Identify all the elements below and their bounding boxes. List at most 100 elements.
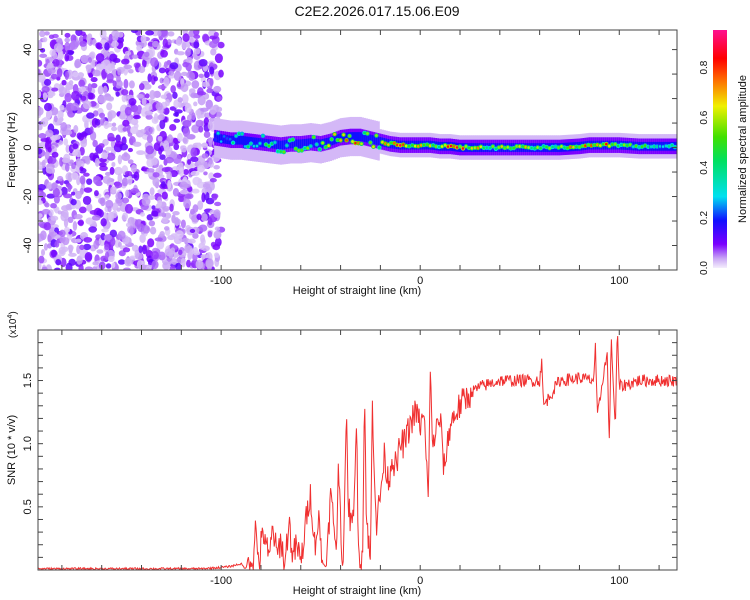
noise-blob: [38, 261, 42, 270]
ridge-core: [373, 135, 376, 145]
noise-blob: [123, 78, 129, 89]
ridge-peak: [255, 144, 259, 148]
noise-blob: [131, 104, 139, 113]
snr-xlabel: Height of straight line (km): [293, 585, 421, 597]
noise-blob: [180, 257, 186, 268]
noise-blob: [77, 220, 84, 226]
noise-blob: [124, 170, 133, 177]
noise-blob: [107, 255, 115, 263]
noise-blob: [68, 80, 74, 86]
noise-blob: [125, 189, 130, 198]
noise-blob: [191, 112, 196, 121]
chart-title: C2E2.2026.017.15.06.E09: [294, 3, 459, 19]
noise-blob: [80, 54, 89, 64]
ridge-peak: [557, 146, 560, 149]
noise-blob: [88, 226, 98, 233]
ridge-core: [244, 136, 247, 146]
ridge-core: [305, 138, 309, 148]
noise-blob: [204, 71, 210, 79]
ridge-core: [361, 132, 364, 142]
noise-blob: [195, 259, 204, 270]
x-tick-label: -100: [210, 275, 232, 287]
ridge-peak: [664, 144, 668, 148]
ridge-peak: [276, 150, 280, 153]
noise-blob: [213, 85, 222, 93]
noise-blob: [167, 179, 172, 190]
noise-blob: [74, 60, 81, 69]
noise-blob: [138, 245, 143, 254]
noise-blob: [124, 203, 134, 214]
ridge-core: [343, 132, 346, 142]
noise-blob: [188, 71, 196, 81]
noise-blob: [51, 52, 58, 60]
ridge-peak: [461, 147, 465, 150]
ridge-core: [325, 138, 329, 147]
noise-blob: [71, 162, 76, 170]
ridge-core: [301, 139, 305, 149]
noise-blob: [71, 191, 76, 196]
noise-blob: [151, 210, 159, 217]
noise-blob: [50, 202, 57, 209]
noise-blob: [47, 67, 56, 75]
noise-blob: [132, 114, 141, 120]
ridge-core: [353, 132, 356, 141]
noise-blob: [46, 193, 56, 199]
ridge-peak: [500, 145, 504, 148]
noise-blob: [38, 40, 42, 50]
y-tick-label: 20: [22, 92, 34, 104]
ridge-core: [363, 133, 366, 142]
ridge-peak: [616, 144, 620, 148]
ridge-peak: [542, 145, 545, 148]
noise-blob: [141, 197, 151, 206]
x-tick-label: -100: [210, 575, 232, 587]
noise-blob: [57, 110, 64, 120]
noise-blob: [127, 159, 134, 165]
ridge-core: [279, 140, 283, 150]
ridge-peak: [413, 144, 417, 148]
noise-blob: [83, 90, 89, 96]
ridge-peak: [605, 142, 608, 146]
ridge-core: [216, 133, 219, 143]
noise-blob: [176, 51, 185, 56]
noise-blob: [130, 118, 139, 126]
ridge-peak: [587, 143, 590, 147]
ridge-peak: [375, 134, 378, 137]
ridge-peak: [378, 146, 381, 149]
ridge-peak: [560, 145, 563, 148]
noise-blob: [117, 31, 124, 38]
noise-blob: [198, 125, 204, 133]
noise-blob: [197, 200, 204, 210]
noise-blob: [166, 171, 172, 181]
noise-blob: [112, 80, 117, 87]
ridge-peak: [667, 145, 671, 148]
noise-blob: [123, 267, 131, 270]
ridge-peak: [428, 144, 432, 148]
noise-blob: [111, 161, 116, 167]
noise-blob: [91, 39, 97, 46]
noise-blob: [177, 132, 183, 142]
noise-blob: [167, 31, 175, 37]
ridge-peak: [545, 145, 548, 149]
noise-blob: [149, 226, 157, 235]
noise-blob: [146, 134, 153, 144]
noise-blob: [200, 107, 209, 112]
noise-blob: [165, 156, 174, 164]
noise-blob: [98, 143, 105, 149]
ridge-core: [220, 134, 223, 144]
noise-blob: [127, 147, 134, 153]
noise-blob: [75, 158, 82, 167]
noise-blob: [100, 218, 107, 227]
ridge-peak: [416, 144, 420, 148]
noise-blob: [130, 164, 137, 173]
noise-blob: [132, 141, 142, 147]
noise-blob: [127, 132, 133, 137]
noise-blob: [73, 125, 79, 134]
noise-blob: [61, 205, 70, 212]
noise-blob: [169, 106, 177, 111]
ridge-core: [309, 138, 313, 148]
ridge-peak: [458, 145, 462, 148]
ridge-core: [275, 140, 279, 150]
noise-blob: [70, 102, 79, 111]
snr-series-line: [38, 335, 677, 570]
y-tick-label: 0.5: [22, 499, 34, 514]
